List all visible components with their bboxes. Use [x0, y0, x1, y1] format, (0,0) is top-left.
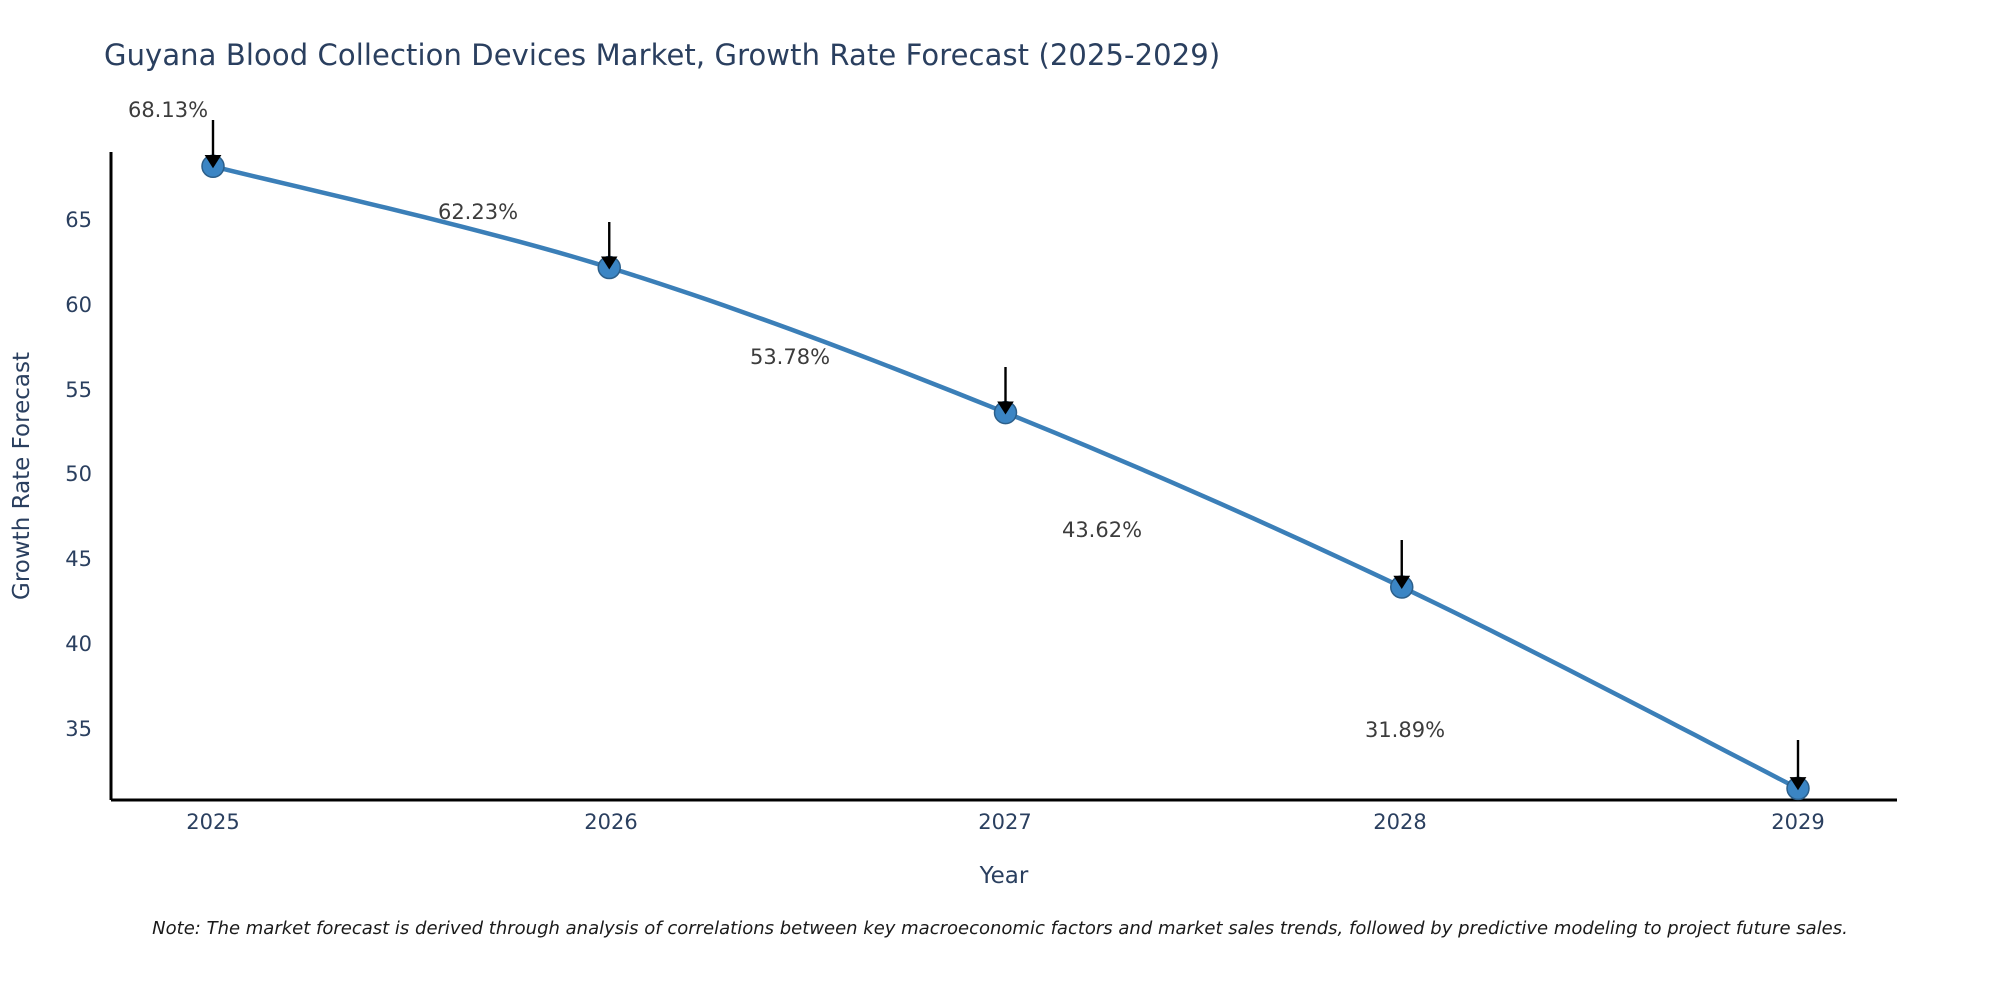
ytick-label-40: 40: [65, 632, 92, 656]
ytick-label-35: 35: [65, 717, 92, 741]
point-label-2029: 31.89%: [1364, 718, 1446, 742]
x-axis-title: Year: [979, 863, 1029, 889]
y-axis-title: Growth Rate Forecast: [9, 352, 35, 600]
xtick-label-2029: 2029: [1771, 810, 1825, 834]
xtick-label-2028: 2028: [1373, 810, 1427, 834]
page-title: Guyana Blood Collection Devices Market, …: [104, 38, 1221, 72]
ytick-label-60: 60: [65, 293, 92, 317]
ytick-label-50: 50: [65, 462, 92, 486]
annotation-arrows: [204, 120, 1807, 791]
point-label-2027: 53.78%: [749, 345, 831, 369]
point-label-2028: 43.62%: [1061, 518, 1143, 542]
data-point-markers: [201, 154, 1810, 801]
ytick-label-45: 45: [65, 547, 92, 571]
xtick-label-2026: 2026: [584, 810, 638, 834]
ytick-label-55: 55: [65, 378, 92, 402]
point-label-2025: 68.13%: [127, 98, 209, 122]
xtick-label-2027: 2027: [978, 810, 1032, 834]
ytick-label-65: 65: [65, 208, 92, 232]
point-label-2026: 62.23%: [437, 200, 519, 224]
chart-footnote: Note: The market forecast is derived thr…: [152, 918, 1848, 939]
data-series-line: [210, 164, 1801, 791]
xtick-label-2025: 2025: [186, 810, 240, 834]
